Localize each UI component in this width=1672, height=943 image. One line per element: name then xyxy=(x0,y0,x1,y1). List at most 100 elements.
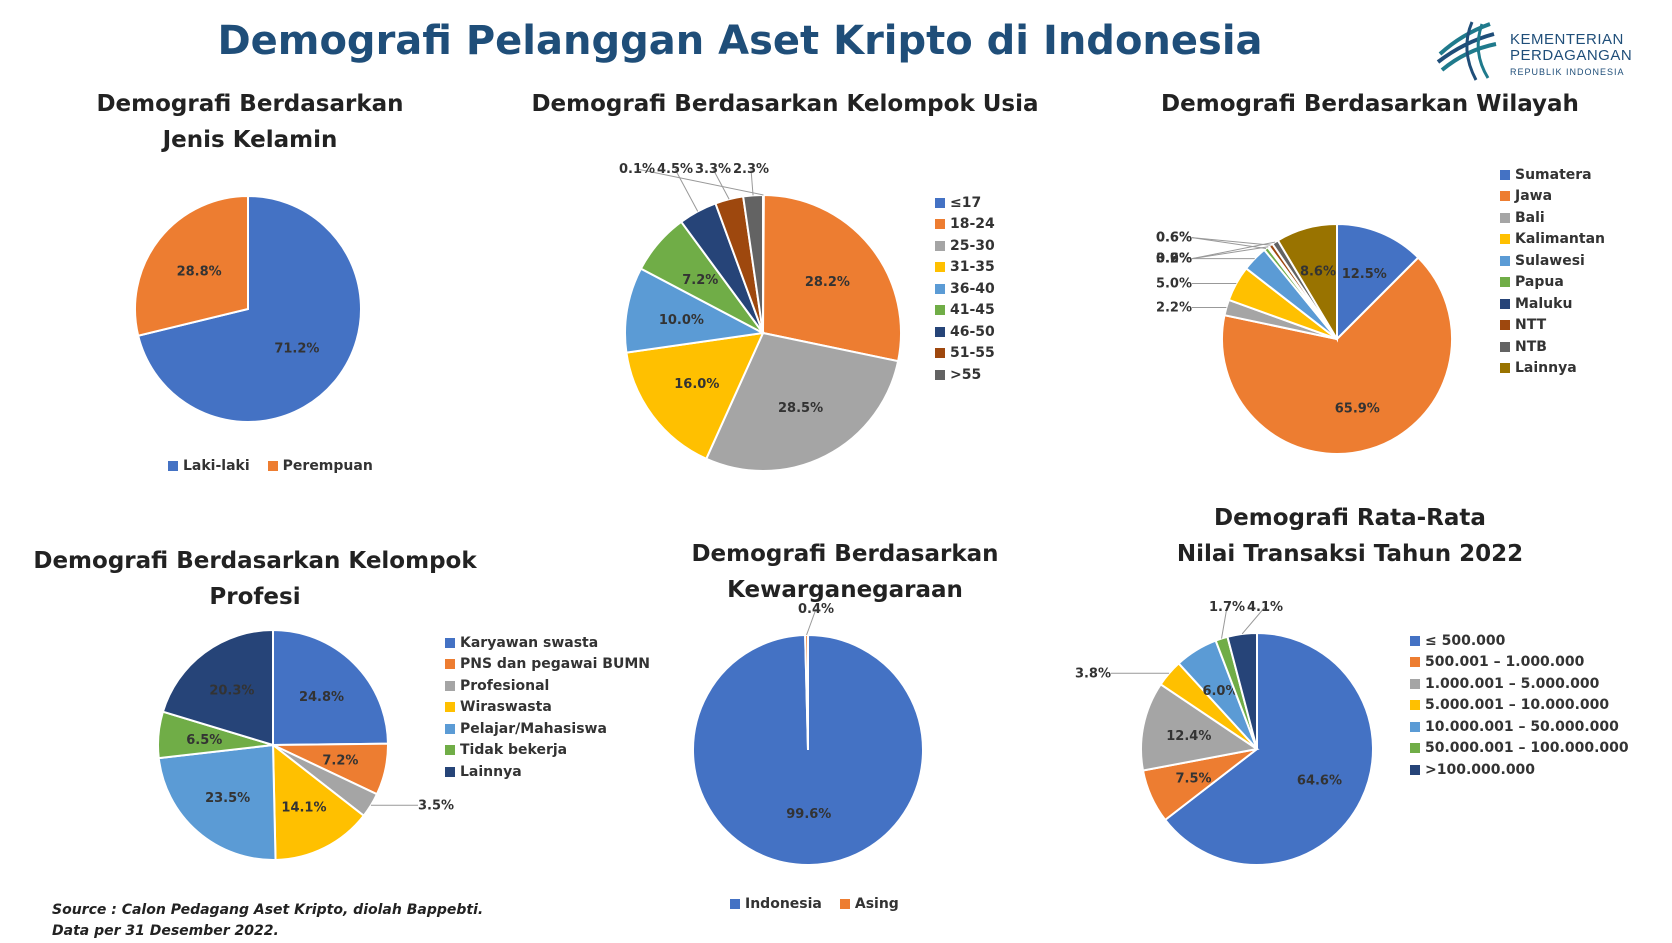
legend-item: Maluku xyxy=(1500,293,1605,315)
data-label: 6.0% xyxy=(1202,684,1238,699)
legend-label: Kalimantan xyxy=(1515,231,1606,248)
ministry-emblem-icon xyxy=(1436,21,1497,81)
legend-swatch xyxy=(935,197,945,208)
pie-slice-region-1 xyxy=(1221,256,1453,455)
data-label: 28.5% xyxy=(778,401,823,416)
legend-item: 1.000.001 – 5.000.000 xyxy=(1410,673,1629,695)
data-label: 0.4% xyxy=(798,602,834,617)
legend: Indonesia Asing xyxy=(730,896,899,912)
legend-label: Sulawesi xyxy=(1515,252,1585,269)
leader-line xyxy=(636,168,764,196)
chart-title-line: Nilai Transaksi Tahun 2022 xyxy=(1176,541,1524,567)
data-label: 12.4% xyxy=(1166,729,1211,744)
legend-swatch xyxy=(445,702,455,713)
data-label: 14.1% xyxy=(281,801,326,816)
data-label: 7.5% xyxy=(1175,772,1211,787)
source-note: Source : Calon Pedagang Aset Kripto, dio… xyxy=(52,900,483,942)
source-text: Source : Calon Pedagang Aset Kripto, dio… xyxy=(52,902,484,918)
legend-item: 51-55 xyxy=(935,343,995,365)
legend-item: 10.000.001 – 50.000.000 xyxy=(1410,716,1629,738)
legend-item: Papua xyxy=(1500,272,1605,294)
leader-line xyxy=(1241,606,1266,635)
page-title: Demografi Pelanggan Aset Kripto di Indon… xyxy=(217,18,1263,64)
ministry-logo: KEMENTERIAN PERDAGANGAN REPUBLIK INDONES… xyxy=(1432,14,1662,86)
legend-item: PNS dan pegawai BUMN xyxy=(445,654,650,676)
legend-item: 31-35 xyxy=(935,257,995,279)
legend-swatch xyxy=(1410,743,1420,754)
pie-slice-profession-6 xyxy=(161,628,274,747)
chart-title: Demografi Berdasarkan Jenis Kelamin xyxy=(60,86,440,158)
legend-swatch xyxy=(168,461,178,471)
leader-line xyxy=(806,608,817,636)
legend-swatch xyxy=(1500,191,1510,202)
data-label: 16.0% xyxy=(674,377,719,392)
legend-label: 50.000.001 – 100.000.000 xyxy=(1425,740,1629,757)
legend-swatch xyxy=(935,262,945,273)
legend-item: 36-40 xyxy=(935,278,995,300)
pie-slice-transaction-0 xyxy=(1163,631,1374,866)
data-label: 28.8% xyxy=(177,265,222,280)
legend-label: Sumatera xyxy=(1515,166,1592,183)
data-label: 3.5% xyxy=(418,798,454,813)
legend-item: Bali xyxy=(1500,207,1605,229)
chart-title-line: Demografi Berdasarkan Kelompok Usia xyxy=(531,91,1039,117)
logo-line-3: REPUBLIK INDONESIA xyxy=(1510,67,1625,77)
pie-slice-region-0 xyxy=(1336,222,1420,342)
legend: Laki-laki Perempuan xyxy=(168,458,373,474)
legend-label: Indonesia xyxy=(745,896,822,912)
data-label: 3.8% xyxy=(1075,666,1111,681)
data-label: 20.3% xyxy=(209,684,254,699)
legend-label: 10.000.001 – 50.000.000 xyxy=(1425,718,1619,735)
data-label: 64.6% xyxy=(1297,774,1342,789)
pie-slice-profession-3 xyxy=(271,742,366,861)
legend-item: Sumatera xyxy=(1500,164,1605,186)
legend-item: Jawa xyxy=(1500,186,1605,208)
data-label: 0.6% xyxy=(1156,231,1192,246)
pie-slice-gender-0 xyxy=(136,194,362,423)
legend-label: 31-35 xyxy=(950,259,995,276)
chart-title: Demografi Berdasarkan Kewarganegaraan xyxy=(575,536,1115,608)
chart-title-line: Demografi Berdasarkan Kewarganegaraan xyxy=(691,541,999,603)
legend-label: 18-24 xyxy=(950,216,995,233)
pie-slice-profession-0 xyxy=(272,628,390,747)
data-label: 7.2% xyxy=(322,754,358,769)
leader-line xyxy=(1191,237,1271,246)
legend-swatch xyxy=(935,219,945,230)
legend: ≤ 500.000 500.001 – 1.000.000 1.000.001 – … xyxy=(1410,630,1629,781)
legend-label: Profesional xyxy=(460,677,550,694)
data-label: 3.3% xyxy=(695,162,731,177)
legend-swatch xyxy=(1410,721,1420,732)
legend-swatch xyxy=(445,766,455,777)
legend-label: Tidak bekerja xyxy=(460,742,568,759)
legend-label: NTB xyxy=(1515,338,1547,355)
legend-item: >100.000.000 xyxy=(1410,759,1629,781)
legend-item: Pelajar/Mahasiswa xyxy=(445,718,650,740)
legend-swatch xyxy=(1410,700,1420,711)
leader-line xyxy=(1191,246,1269,260)
chart-title: Demografi Berdasarkan Wilayah xyxy=(1150,86,1590,122)
leader-line xyxy=(674,168,699,212)
legend-label: 36-40 xyxy=(950,280,995,297)
legend-label: Wiraswasta xyxy=(460,699,552,716)
chart-title: Demografi Rata-Rata Nilai Transaksi Tahu… xyxy=(1140,500,1560,572)
legend-item: 41-45 xyxy=(935,300,995,322)
legend-item: Lainnya xyxy=(1500,358,1605,380)
legend-item: Sulawesi xyxy=(1500,250,1605,272)
legend-label: PNS dan pegawai BUMN xyxy=(460,656,650,673)
legend-label: ≤17 xyxy=(950,194,982,211)
legend-swatch xyxy=(1500,212,1510,223)
legend-label: NTT xyxy=(1515,317,1547,334)
legend-item: Asing xyxy=(839,896,899,912)
legend-item: Kalimantan xyxy=(1500,229,1605,251)
data-label: 2.2% xyxy=(1156,300,1192,315)
legend-label: 41-45 xyxy=(950,302,995,319)
pie-slice-age-3 xyxy=(625,331,765,461)
legend-swatch xyxy=(445,659,455,670)
data-label: 0.6% xyxy=(1156,231,1192,246)
legend-label: 46-50 xyxy=(950,323,995,340)
legend-label: 51-55 xyxy=(950,345,995,362)
chart-title-line: Jenis Kelamin xyxy=(162,127,338,153)
